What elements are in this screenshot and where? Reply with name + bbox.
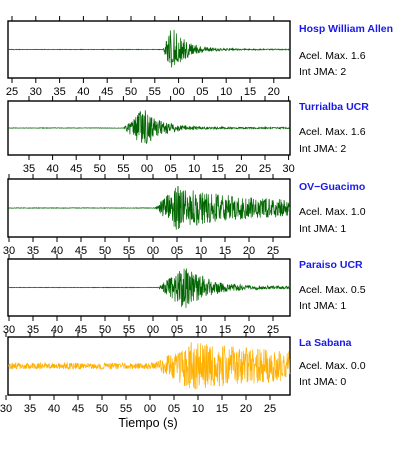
tick-label: 25 xyxy=(264,403,276,415)
tick-label: 45 xyxy=(101,86,113,98)
tick-label: 20 xyxy=(268,86,280,98)
tick-label: 45 xyxy=(75,245,87,257)
tick-label: 05 xyxy=(168,403,180,415)
tick-label: 00 xyxy=(147,324,159,336)
tick-label: 00 xyxy=(141,163,153,175)
jma-intensity-label: Int JMA: 2 xyxy=(299,66,346,78)
station-name: Hosp William Allen xyxy=(299,23,393,35)
jma-intensity-label: Int JMA: 1 xyxy=(299,223,346,235)
tick-label: 40 xyxy=(46,163,58,175)
tick-label: 25 xyxy=(6,86,18,98)
tick-label: 45 xyxy=(75,324,87,336)
tick-label: 30 xyxy=(3,324,15,336)
tick-label: 40 xyxy=(48,403,60,415)
tick-label: 30 xyxy=(3,245,15,257)
seismogram-panel-2: 35 40 45 50 55 00 05 10 15 20 25 30 Turrialba UCR Ace… xyxy=(7,96,369,175)
acel-max-label: Acel. Max. 1.0 xyxy=(299,206,366,218)
tick-label: 55 xyxy=(149,86,161,98)
tick-label: 30 xyxy=(282,163,294,175)
station-name: La Sabana xyxy=(299,337,352,349)
tick-label: 20 xyxy=(240,403,252,415)
tick-label: 40 xyxy=(51,324,63,336)
tick-label: 10 xyxy=(195,324,207,336)
jma-intensity-label: Int JMA: 2 xyxy=(299,143,346,155)
seismogram-panel-3: 30 35 40 45 50 55 00 05 10 15 20 25 OV−Guacimo Acel. … xyxy=(3,174,366,257)
tick-label: 10 xyxy=(192,403,204,415)
acel-max-label: Acel. Max. 0.0 xyxy=(299,360,366,372)
tick-label: 55 xyxy=(123,324,135,336)
tick-label: 35 xyxy=(27,324,39,336)
tick-label: 50 xyxy=(99,245,111,257)
tick-label: 55 xyxy=(120,403,132,415)
tick-label: 10 xyxy=(188,163,200,175)
tick-label: 05 xyxy=(164,163,176,175)
x-axis-label: Tiempo (s) xyxy=(118,416,177,430)
tick-label: 25 xyxy=(259,163,271,175)
tick-label: 05 xyxy=(171,245,183,257)
tick-label: 00 xyxy=(144,403,156,415)
tick-label: 25 xyxy=(267,245,279,257)
tick-label: 15 xyxy=(216,403,228,415)
tick-label: 40 xyxy=(77,86,89,98)
tick-label: 55 xyxy=(123,245,135,257)
tick-label: 50 xyxy=(125,86,137,98)
seismogram-panel-1: 25 30 35 40 45 50 55 00 05 10 15 20 Hosp William All… xyxy=(6,16,393,98)
tick-label: 00 xyxy=(172,86,184,98)
tick-label: 10 xyxy=(220,86,232,98)
tick-label: 05 xyxy=(196,86,208,98)
station-name: OV−Guacimo xyxy=(299,181,365,193)
waveform-trace xyxy=(7,29,291,68)
waveform-trace xyxy=(7,185,291,230)
tick-label: 35 xyxy=(23,163,35,175)
waveform-trace xyxy=(7,110,291,144)
tick-label: 50 xyxy=(96,403,108,415)
tick-label: 50 xyxy=(94,163,106,175)
tick-label: 15 xyxy=(244,86,256,98)
tick-label: 00 xyxy=(147,245,159,257)
acel-max-label: Acel. Max. 1.6 xyxy=(299,126,366,138)
tick-label: 05 xyxy=(171,324,183,336)
waveform-trace xyxy=(7,342,291,390)
acel-max-label: Acel. Max. 1.6 xyxy=(299,50,366,62)
tick-label: 10 xyxy=(195,245,207,257)
tick-label: 25 xyxy=(267,324,279,336)
tick-label: 50 xyxy=(99,324,111,336)
tick-label: 45 xyxy=(72,403,84,415)
waveform-trace xyxy=(7,268,291,308)
station-name: Turrialba UCR xyxy=(299,101,369,113)
tick-label: 20 xyxy=(235,163,247,175)
acel-max-label: Acel. Max. 0.5 xyxy=(299,284,366,296)
tick-label: 35 xyxy=(27,245,39,257)
tick-label: 15 xyxy=(219,324,231,336)
tick-label: 40 xyxy=(51,245,63,257)
tick-label: 20 xyxy=(243,245,255,257)
tick-label: 15 xyxy=(212,163,224,175)
tick-label: 35 xyxy=(24,403,36,415)
station-name: Paraiso UCR xyxy=(299,259,363,271)
tick-label: 30 xyxy=(0,403,12,415)
tick-label: 35 xyxy=(53,86,65,98)
jma-intensity-label: Int JMA: 0 xyxy=(299,376,346,388)
seismogram-panel-5: 30 35 40 45 50 55 00 05 10 15 20 25 La Sabana Acel. M… xyxy=(0,332,366,415)
tick-label: 45 xyxy=(70,163,82,175)
tick-label: 55 xyxy=(117,163,129,175)
jma-intensity-label: Int JMA: 1 xyxy=(299,300,346,312)
tick-label: 20 xyxy=(243,324,255,336)
tick-label: 30 xyxy=(30,86,42,98)
seismogram-panel-4: 30 35 40 45 50 55 00 05 10 15 20 25 Paraiso UCR Acel.… xyxy=(3,254,366,336)
tick-label: 15 xyxy=(219,245,231,257)
